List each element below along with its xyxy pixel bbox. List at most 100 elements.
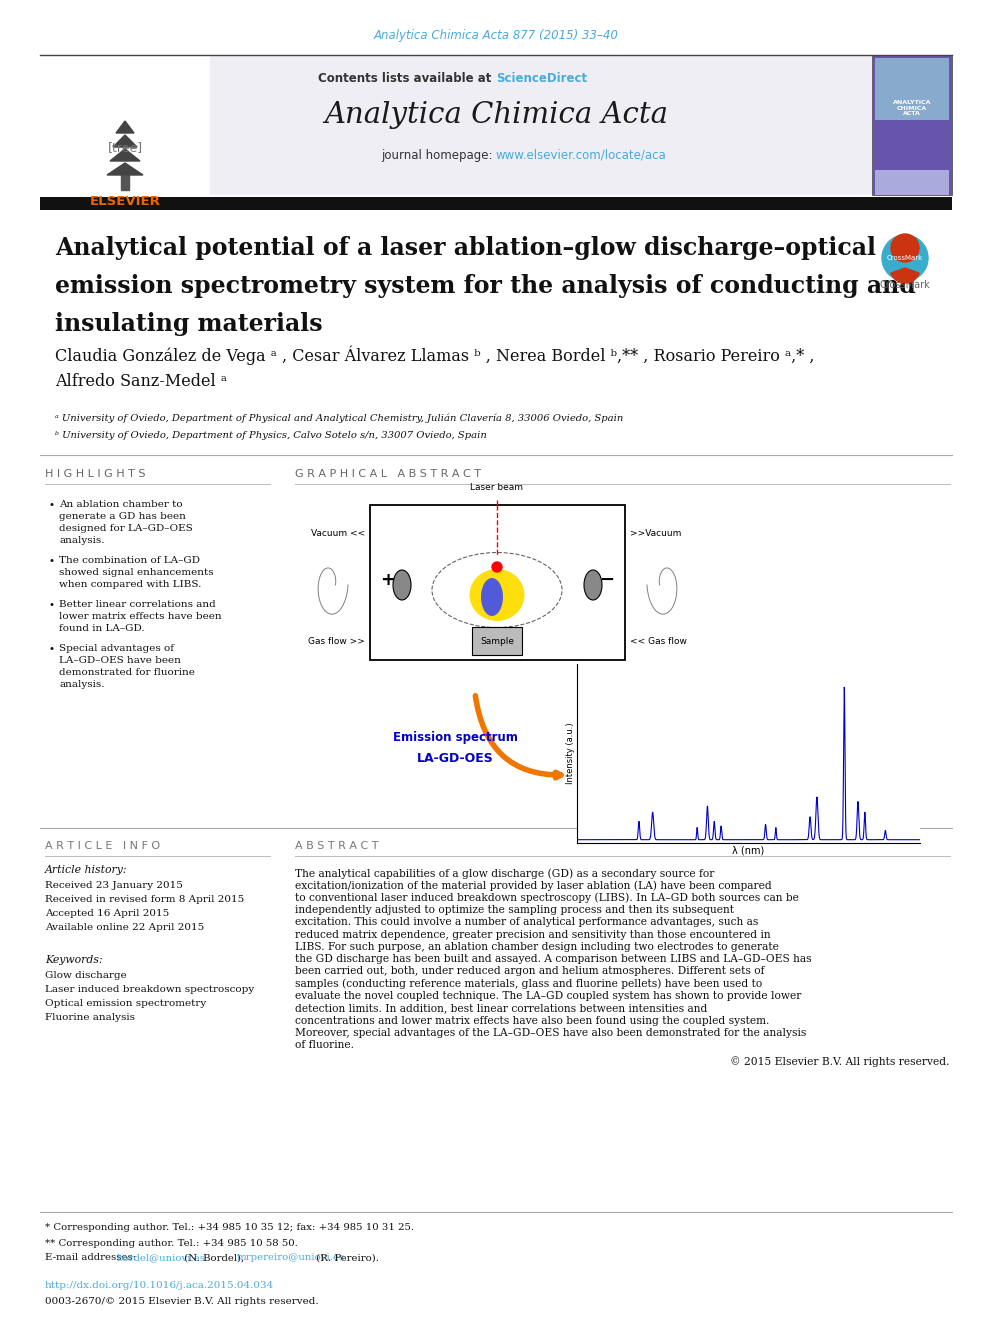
Text: •: • (49, 644, 55, 654)
Text: [tree]: [tree] (107, 142, 143, 155)
Text: The analytical capabilities of a glow discharge (GD) as a secondary source for: The analytical capabilities of a glow di… (295, 868, 714, 878)
Ellipse shape (481, 578, 503, 617)
Text: excitation. This could involve a number of analytical performance advantages, su: excitation. This could involve a number … (295, 917, 758, 927)
Circle shape (891, 234, 919, 262)
Bar (472, 627, 522, 655)
Text: evaluate the novel coupled technique. The LA–GD coupled system has shown to prov: evaluate the novel coupled technique. Th… (295, 991, 802, 1002)
Text: http://dx.doi.org/10.1016/j.aca.2015.04.034: http://dx.doi.org/10.1016/j.aca.2015.04.… (45, 1281, 274, 1290)
Text: Gas flow >>: Gas flow >> (309, 638, 365, 647)
Text: •: • (49, 500, 55, 509)
Text: Claudia González de Vega ᵃ , Cesar Álvarez Llamas ᵇ , Nerea Bordel ᵇ,** , Rosari: Claudia González de Vega ᵃ , Cesar Álvar… (55, 345, 814, 365)
Text: (R. Pereiro).: (R. Pereiro). (313, 1253, 379, 1262)
Text: Received in revised form 8 April 2015: Received in revised form 8 April 2015 (45, 896, 244, 905)
Text: LA–GD–OES have been: LA–GD–OES have been (59, 656, 181, 665)
Ellipse shape (393, 570, 411, 601)
Text: Received 23 January 2015: Received 23 January 2015 (45, 881, 183, 890)
Text: found in LA–GD.: found in LA–GD. (59, 624, 145, 632)
Text: Article history:: Article history: (45, 865, 128, 875)
Text: The combination of LA–GD: The combination of LA–GD (59, 556, 200, 565)
Wedge shape (891, 269, 920, 283)
Text: H I G H L I G H T S: H I G H L I G H T S (45, 468, 146, 479)
Text: Emission spectrum: Emission spectrum (393, 732, 518, 745)
Text: excitation/ionization of the material provided by laser ablation (LA) have been : excitation/ionization of the material pr… (295, 880, 772, 890)
Text: Optical emission spectrometry: Optical emission spectrometry (45, 999, 206, 1008)
Text: Sample: Sample (480, 638, 514, 647)
X-axis label: λ (nm): λ (nm) (732, 845, 765, 856)
Text: ** Corresponding author. Tel.: +34 985 10 58 50.: ** Corresponding author. Tel.: +34 985 1… (45, 1238, 298, 1248)
Text: E-mail addresses:: E-mail addresses: (45, 1253, 139, 1262)
Text: ᵃ University of Oviedo, Department of Physical and Analytical Chemistry, Julián : ᵃ University of Oviedo, Department of Ph… (55, 413, 623, 423)
Text: •: • (49, 601, 55, 610)
Text: Keywords:: Keywords: (45, 955, 102, 964)
Text: (N. Bordel),: (N. Bordel), (181, 1253, 247, 1262)
Polygon shape (121, 175, 129, 191)
Text: CrossMark: CrossMark (880, 280, 930, 290)
Text: >>Vacuum: >>Vacuum (630, 528, 682, 537)
Ellipse shape (469, 569, 525, 620)
Text: designed for LA–GD–OES: designed for LA–GD–OES (59, 524, 192, 533)
Text: demonstrated for fluorine: demonstrated for fluorine (59, 668, 194, 677)
Text: detection limits. In addition, best linear correlations between intensities and: detection limits. In addition, best line… (295, 1003, 707, 1013)
Polygon shape (116, 120, 134, 134)
Text: when compared with LIBS.: when compared with LIBS. (59, 579, 201, 589)
Text: journal homepage:: journal homepage: (381, 148, 496, 161)
Text: © 2015 Elsevier B.V. All rights reserved.: © 2015 Elsevier B.V. All rights reserved… (730, 1057, 950, 1068)
Text: independently adjusted to optimize the sampling process and then its subsequent: independently adjusted to optimize the s… (295, 905, 734, 916)
Text: ᵇ University of Oviedo, Department of Physics, Calvo Sotelo s/n, 33007 Oviedo, S: ᵇ University of Oviedo, Department of Ph… (55, 430, 487, 439)
Text: Special advantages of: Special advantages of (59, 644, 174, 654)
Text: CrossMark: CrossMark (887, 255, 924, 261)
Text: bordel@uniovi.es: bordel@uniovi.es (117, 1253, 206, 1262)
Circle shape (882, 235, 928, 280)
Text: analysis.: analysis. (59, 536, 104, 545)
Text: A R T I C L E   I N F O: A R T I C L E I N F O (45, 841, 160, 851)
Text: Available online 22 April 2015: Available online 22 April 2015 (45, 923, 204, 933)
Text: −: − (599, 572, 615, 589)
Text: been carried out, both, under reduced argon and helium atmospheres. Different se: been carried out, both, under reduced ar… (295, 966, 765, 976)
Text: Glow discharge: Glow discharge (45, 971, 127, 979)
Bar (875, 58, 949, 120)
Text: www.elsevier.com/locate/aca: www.elsevier.com/locate/aca (496, 148, 667, 161)
Ellipse shape (584, 570, 602, 601)
Text: * Corresponding author. Tel.: +34 985 10 35 12; fax: +34 985 10 31 25.: * Corresponding author. Tel.: +34 985 10… (45, 1224, 414, 1233)
Text: ANALYTICA
CHIMICA
ACTA: ANALYTICA CHIMICA ACTA (893, 99, 931, 116)
Text: mrpereiro@uniovi.es: mrpereiro@uniovi.es (237, 1253, 345, 1262)
Text: A B S T R A C T: A B S T R A C T (295, 841, 379, 851)
Text: LA-GD-OES: LA-GD-OES (417, 751, 493, 765)
Text: An ablation chamber to: An ablation chamber to (59, 500, 183, 509)
Text: Fluorine analysis: Fluorine analysis (45, 1012, 135, 1021)
Text: Moreover, special advantages of the LA–GD–OES have also been demonstrated for th: Moreover, special advantages of the LA–G… (295, 1028, 806, 1039)
Text: •: • (49, 556, 55, 566)
Text: ScienceDirect: ScienceDirect (496, 71, 587, 85)
Text: Analytical potential of a laser ablation–glow discharge–optical: Analytical potential of a laser ablation… (55, 235, 876, 261)
Text: Vacuum <<: Vacuum << (310, 528, 365, 537)
Text: generate a GD has been: generate a GD has been (59, 512, 186, 521)
Text: LIBS. For such purpose, an ablation chamber design including two electrodes to g: LIBS. For such purpose, an ablation cham… (295, 942, 779, 951)
Text: the GD discharge has been built and assayed. A comparison between LIBS and LA–GD: the GD discharge has been built and assa… (295, 954, 811, 964)
Y-axis label: Intensity (a.u.): Intensity (a.u.) (565, 722, 574, 785)
Text: Better linear correlations and: Better linear correlations and (59, 601, 215, 609)
Text: Analytica Chimica Acta 877 (2015) 33–40: Analytica Chimica Acta 877 (2015) 33–40 (374, 29, 618, 42)
Text: Alfredo Sanz-Medel ᵃ: Alfredo Sanz-Medel ᵃ (55, 373, 227, 390)
Text: lower matrix effects have been: lower matrix effects have been (59, 613, 221, 620)
Text: 0003-2670/© 2015 Elsevier B.V. All rights reserved.: 0003-2670/© 2015 Elsevier B.V. All right… (45, 1298, 318, 1307)
Text: G R A P H I C A L   A B S T R A C T: G R A P H I C A L A B S T R A C T (295, 468, 481, 479)
Polygon shape (113, 135, 137, 147)
Bar (40, 56, 210, 194)
Circle shape (492, 562, 502, 572)
Polygon shape (110, 149, 140, 161)
Bar (40, 197, 952, 210)
Text: ELSEVIER: ELSEVIER (89, 194, 161, 208)
Text: Analytica Chimica Acta: Analytica Chimica Acta (324, 101, 668, 130)
Text: reduced matrix dependence, greater precision and sensitivity than those encounte: reduced matrix dependence, greater preci… (295, 930, 771, 939)
Text: Laser induced breakdown spectroscopy: Laser induced breakdown spectroscopy (45, 984, 254, 994)
Text: showed signal enhancements: showed signal enhancements (59, 568, 213, 577)
Polygon shape (107, 163, 143, 175)
Text: concentrations and lower matrix effects have also been found using the coupled s: concentrations and lower matrix effects … (295, 1016, 770, 1025)
Text: samples (conducting reference materials, glass and fluorine pellets) have been u: samples (conducting reference materials,… (295, 979, 762, 990)
Text: +: + (381, 572, 396, 589)
Bar (210, 56, 872, 194)
Text: to conventional laser induced breakdown spectroscopy (LIBS). In LA–GD both sourc: to conventional laser induced breakdown … (295, 893, 799, 904)
Text: analysis.: analysis. (59, 680, 104, 689)
Text: insulating materials: insulating materials (55, 312, 322, 336)
Text: emission spectrometry system for the analysis of conducting and: emission spectrometry system for the ana… (55, 274, 916, 298)
